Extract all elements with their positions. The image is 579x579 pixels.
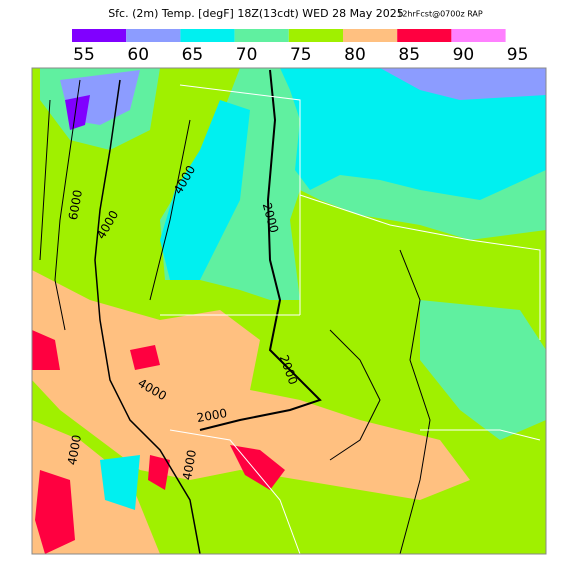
colorbar-label: 55: [73, 45, 95, 65]
title: Sfc. (2m) Temp. [degF] 18Z(13cdt) WED 28…: [108, 7, 404, 20]
field-70: [420, 300, 546, 440]
colorbar-label: 70: [236, 45, 258, 65]
field-65: [100, 455, 140, 510]
contour-label: 2000: [196, 406, 229, 425]
color-swatch: [72, 29, 127, 42]
field-65: [280, 68, 546, 200]
colorbar-label: 65: [182, 45, 204, 65]
field-85: [130, 345, 160, 370]
contour-label: 6000: [66, 189, 85, 222]
color-swatch: [451, 29, 506, 42]
contour-label: 4000: [65, 434, 84, 467]
colorbar-label: 95: [507, 45, 529, 65]
color-swatch: [180, 29, 235, 42]
color-swatch: [343, 29, 398, 42]
field-55: [65, 95, 90, 130]
color-swatch: [288, 29, 343, 42]
field-85: [148, 455, 170, 490]
map-frame: [31, 67, 547, 555]
colorbar-label: 90: [453, 45, 475, 65]
field-80: [32, 270, 470, 500]
field-60: [380, 68, 546, 100]
field-65: [160, 100, 250, 280]
field-85: [35, 470, 75, 554]
colorbar-label: 60: [127, 45, 149, 65]
colorbar-label: 75: [290, 45, 312, 65]
field-85: [32, 330, 60, 370]
color-swatch: [234, 29, 289, 42]
colorbar-label: 85: [398, 45, 420, 65]
colorbar-label: 80: [344, 45, 366, 65]
contour-label: 4000: [180, 449, 199, 482]
state-borders: [160, 84, 541, 554]
contours: [39, 69, 431, 554]
colorbar: 55 60 65 70 75 80 85 90 95: [72, 29, 528, 65]
color-swatch: [397, 29, 452, 42]
color-swatch: [126, 29, 181, 42]
run-label: 12hrFcst@0700z RAP: [397, 10, 483, 19]
